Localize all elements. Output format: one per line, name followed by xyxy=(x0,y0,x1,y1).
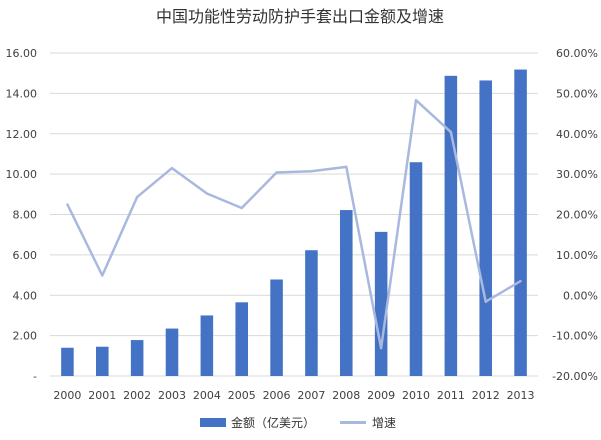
x-tick-label: 2009 xyxy=(367,389,395,402)
gridlines xyxy=(50,52,538,377)
bar-2002 xyxy=(130,340,144,376)
x-tick-label: 2002 xyxy=(123,389,151,402)
x-tick-label: 2004 xyxy=(193,389,221,402)
growth-point-2008 xyxy=(345,165,348,169)
growth-point-2012 xyxy=(484,300,487,303)
growth-rate-line xyxy=(66,98,522,350)
growth-point-2006 xyxy=(275,171,278,174)
bar-2009 xyxy=(374,231,388,376)
y-right-tick-label: 50.00% xyxy=(556,87,598,100)
growth-point-2013 xyxy=(519,279,522,283)
y-right-tick-label: -20.00% xyxy=(552,370,598,383)
legend-label-line: 增速 xyxy=(372,416,396,430)
bar-2006 xyxy=(270,279,283,376)
growth-point-2005 xyxy=(240,206,243,210)
chart-title: 中国功能性劳动防护手套出口金额及增速 xyxy=(156,7,444,26)
y-left-tick-label: 4.00 xyxy=(13,289,38,302)
bar-2011 xyxy=(444,75,458,376)
growth-point-2011 xyxy=(449,130,453,134)
y-left-tick-label: 12.00 xyxy=(6,128,38,141)
y-right-tick-label: -10.00% xyxy=(552,330,598,343)
growth-point-2007 xyxy=(310,170,313,173)
bar-2000 xyxy=(61,347,74,376)
growth-point-2002 xyxy=(135,195,139,199)
y-left-tick-label: 6.00 xyxy=(13,249,38,262)
bar-2001 xyxy=(96,346,109,376)
x-tick-label: 2010 xyxy=(402,389,430,402)
x-tick-label: 2013 xyxy=(507,389,535,402)
x-tick-label: 2001 xyxy=(88,389,116,402)
y-left-tick-label: 2.00 xyxy=(13,330,38,343)
growth-point-2009 xyxy=(379,346,383,350)
growth-point-2000 xyxy=(66,203,69,206)
bar-2013 xyxy=(514,69,527,377)
x-tick-label: 2000 xyxy=(53,389,81,402)
legend-swatch-bar xyxy=(200,418,226,427)
y-left-tick-label: 8.00 xyxy=(13,209,38,222)
bar-2007 xyxy=(305,250,318,376)
bar-2004 xyxy=(200,315,214,376)
x-axis-ticks: 2000 2001 2002 2003 2004 2005 2006 2007 2008 2009… xyxy=(53,389,534,402)
y-left-tick-label: - xyxy=(33,370,37,383)
y-right-tick-label: 0.00% xyxy=(563,289,598,302)
y-right-tick-label: 40.00% xyxy=(556,128,598,141)
growth-point-2003 xyxy=(170,166,174,170)
y-right-tick-label: 30.00% xyxy=(556,168,598,181)
legend: 金额（亿美元） 增速 xyxy=(200,415,396,430)
bar-series xyxy=(61,69,527,377)
x-tick-label: 2006 xyxy=(263,389,291,402)
bar-2008 xyxy=(340,210,353,376)
x-tick-label: 2011 xyxy=(437,389,465,402)
x-tick-label: 2008 xyxy=(332,389,360,402)
right-axis-ticks: -20.00% -10.00% 0.00% 10.00% 20.00% 30.00% 40.… xyxy=(552,47,598,383)
y-left-tick-label: 16.00 xyxy=(6,47,38,60)
x-tick-label: 2005 xyxy=(228,389,256,402)
y-left-tick-label: 10.00 xyxy=(6,168,38,181)
line-series xyxy=(66,98,522,350)
y-right-tick-label: 20.00% xyxy=(556,209,598,222)
x-tick-label: 2007 xyxy=(297,389,325,402)
bar-2005 xyxy=(235,302,248,376)
y-right-tick-label: 10.00% xyxy=(556,249,598,262)
growth-point-2001 xyxy=(101,274,104,277)
growth-point-2010 xyxy=(414,99,418,102)
bar-2012 xyxy=(479,80,492,376)
bar-2010 xyxy=(409,162,423,376)
x-tick-label: 2003 xyxy=(158,389,186,402)
growth-point-2004 xyxy=(205,192,209,195)
legend-label-bar: 金额（亿美元） xyxy=(231,415,315,430)
y-right-tick-label: 60.00% xyxy=(556,47,598,60)
x-tick-label: 2012 xyxy=(472,389,500,402)
left-axis-ticks: - 2.00 4.00 6.00 8.00 10.00 12.00 14.00 16.00 xyxy=(6,47,38,383)
bar-2003 xyxy=(165,328,179,376)
y-left-tick-label: 14.00 xyxy=(6,87,38,100)
